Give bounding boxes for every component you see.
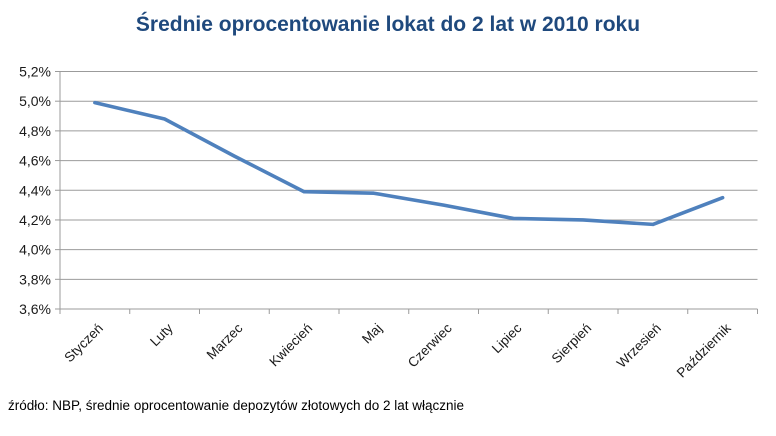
x-axis-label: Maj xyxy=(359,321,385,347)
chart-title: Średnie oprocentowanie lokat do 2 lat w … xyxy=(135,13,641,36)
y-axis-label: 4,6% xyxy=(19,153,51,169)
x-axis-label: Lipiec xyxy=(489,320,525,356)
x-axis-label: Czerwiec xyxy=(405,320,455,370)
x-axis-label: Październik xyxy=(674,320,734,380)
source-note: źródło: NBP, średnie oprocentowanie depo… xyxy=(8,398,465,413)
x-axis-label: Kwiecień xyxy=(266,321,315,370)
y-axis-label: 3,6% xyxy=(19,301,51,317)
x-axis-label: Wrzesień xyxy=(614,321,664,371)
line-chart: 5,2% 5,0% 4,8% 4,6% 4,4% 4,2% 4,0% 3,8% 3,6% Styc… xyxy=(19,64,758,380)
y-axis-label: 4,0% xyxy=(19,242,51,258)
x-axis-label: Sierpień xyxy=(549,321,595,367)
y-axis-label: 5,0% xyxy=(19,93,51,109)
y-axis-label: 5,2% xyxy=(19,64,51,80)
y-axis-label: 4,2% xyxy=(19,212,51,228)
x-axis-label: Luty xyxy=(147,320,176,349)
y-axis-label: 4,4% xyxy=(19,182,51,198)
x-axis-label: Marzec xyxy=(204,320,246,362)
y-axis-label: 3,8% xyxy=(19,271,51,287)
data-line-series xyxy=(93,100,725,227)
x-axis-label: Styczeń xyxy=(61,321,106,366)
y-axis-label: 4,8% xyxy=(19,123,51,139)
